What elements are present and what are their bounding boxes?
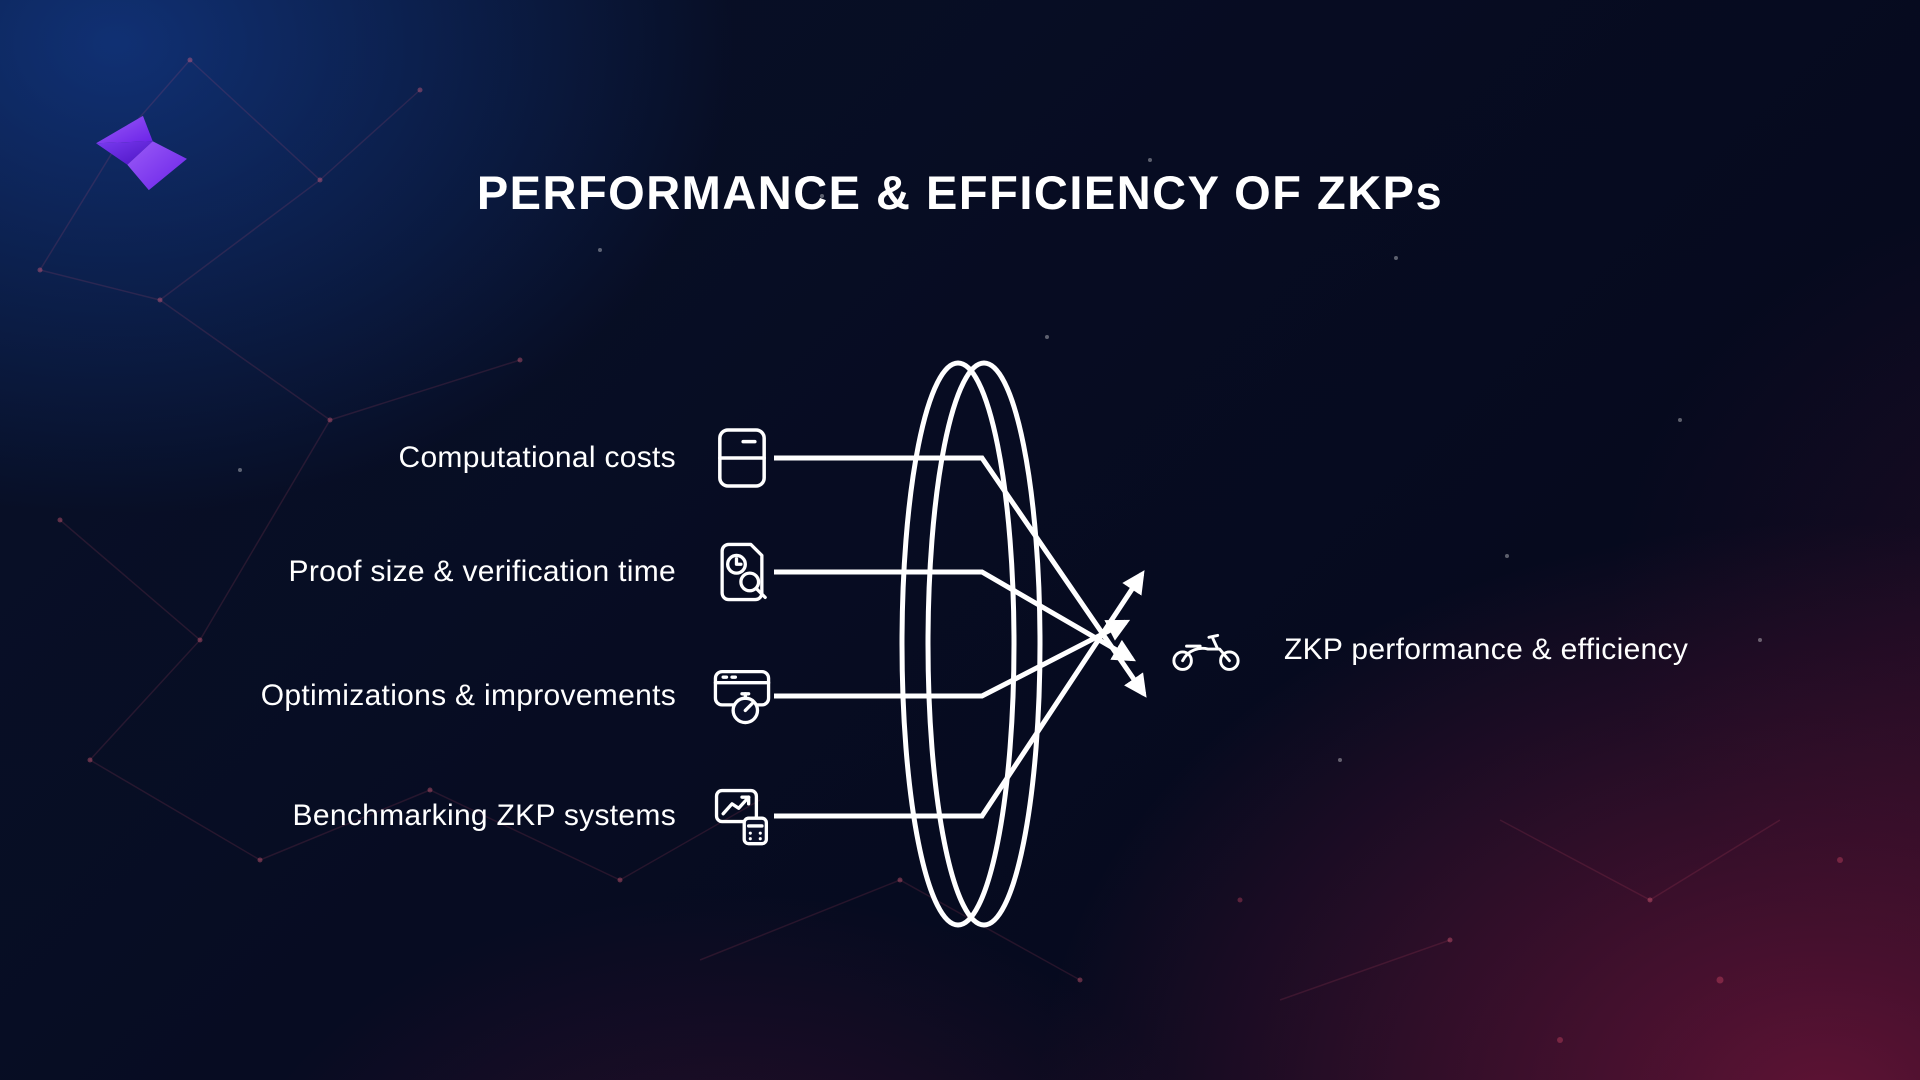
document-search-icon [706, 532, 778, 612]
input-label: Computational costs [398, 441, 676, 474]
lens-shape [899, 360, 1043, 928]
connector-line-4 [774, 570, 1145, 819]
input-row-optimizations: Optimizations & improvements [0, 651, 778, 741]
connector-line-3 [774, 619, 1131, 699]
input-row-computational-costs: Computational costs [0, 413, 778, 503]
input-label: Optimizations & improvements [260, 679, 676, 712]
input-row-benchmarking: Benchmarking ZKP systems [0, 771, 778, 861]
connector-line-1 [774, 455, 1147, 698]
slide-title: PERFORMANCE & EFFICIENCY OF ZKPs [476, 166, 1444, 220]
input-label: Benchmarking ZKP systems [292, 799, 676, 832]
window-stopwatch-icon [706, 656, 778, 736]
input-row-proof-size: Proof size & verification time [0, 527, 778, 617]
motorcycle-icon [1168, 624, 1244, 676]
output-label: ZKP performance & efficiency [1284, 633, 1689, 666]
connector-line-2 [774, 569, 1136, 662]
output-group: ZKP performance & efficiency [1168, 624, 1688, 676]
input-label: Proof size & verification time [288, 555, 676, 588]
server-icon [706, 418, 778, 498]
chart-calculator-icon [706, 776, 778, 856]
brand-logo-icon [96, 115, 187, 191]
